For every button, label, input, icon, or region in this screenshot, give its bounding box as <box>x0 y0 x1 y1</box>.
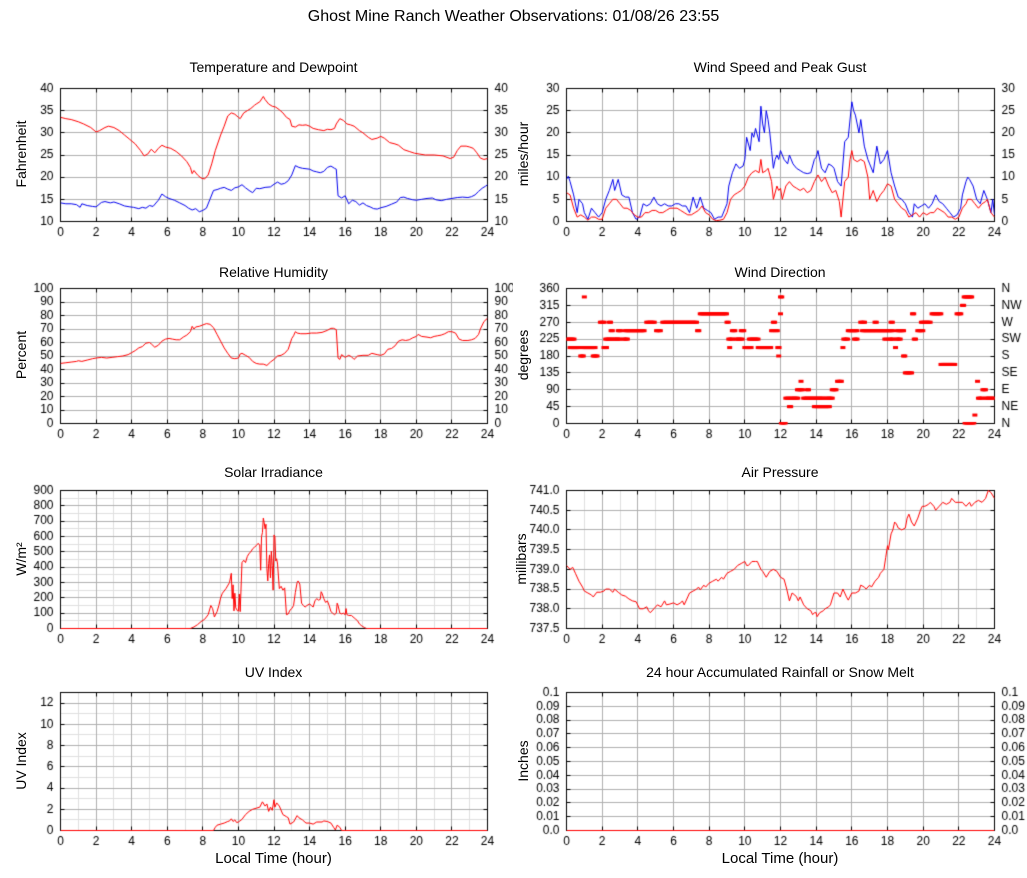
humidity-ylabel: Percent <box>13 330 29 380</box>
wind-direction-title: Wind Direction <box>734 264 826 280</box>
wind-speed-ylabel: miles/hour <box>515 121 531 187</box>
humidity-plot-canvas <box>0 260 513 460</box>
uv-title: UV Index <box>244 664 303 680</box>
temperature-ylabel: Fahrenheit <box>13 120 29 188</box>
temperature-plot-canvas <box>0 55 513 255</box>
chart-pressure: Air Pressure millibars <box>513 460 1027 660</box>
uv-ylabel: UV Index <box>13 732 29 790</box>
chart-solar: Solar Irradiance W/m² <box>0 460 513 660</box>
page-title: Ghost Mine Ranch Weather Observations: 0… <box>307 8 720 25</box>
chart-uv: UV Index UV Index Local Time (hour) <box>0 660 513 878</box>
solar-ylabel: W/m² <box>13 542 29 576</box>
temperature-title: Temperature and Dewpoint <box>189 59 358 75</box>
pressure-plot-canvas <box>514 460 1027 660</box>
uv-xlabel: Local Time (hour) <box>215 850 332 867</box>
solar-plot-canvas <box>0 460 513 660</box>
chart-humidity: Relative Humidity Percent <box>0 260 513 460</box>
pressure-title: Air Pressure <box>741 464 819 480</box>
chart-wind-direction: Wind Direction degrees <box>514 260 1027 460</box>
chart-rain: 24 hour Accumulated Rainfall or Snow Mel… <box>514 660 1027 878</box>
solar-title: Solar Irradiance <box>224 464 323 480</box>
wind-direction-plot-canvas <box>514 260 1027 460</box>
rain-title: 24 hour Accumulated Rainfall or Snow Mel… <box>646 664 914 680</box>
rain-ylabel: Inches <box>515 740 531 782</box>
wind-speed-title: Wind Speed and Peak Gust <box>693 59 867 75</box>
wind-direction-ylabel: degrees <box>515 329 531 381</box>
chart-wind-speed: Wind Speed and Peak Gust miles/hour <box>514 55 1027 255</box>
pressure-ylabel: millibars <box>513 533 529 585</box>
humidity-title: Relative Humidity <box>219 264 328 280</box>
uv-plot-canvas <box>0 660 513 878</box>
rain-xlabel: Local Time (hour) <box>721 850 839 867</box>
chart-temperature: Temperature and Dewpoint Fahrenheit <box>0 55 513 255</box>
wind-speed-plot-canvas <box>514 55 1027 255</box>
rain-plot-canvas <box>514 660 1027 878</box>
